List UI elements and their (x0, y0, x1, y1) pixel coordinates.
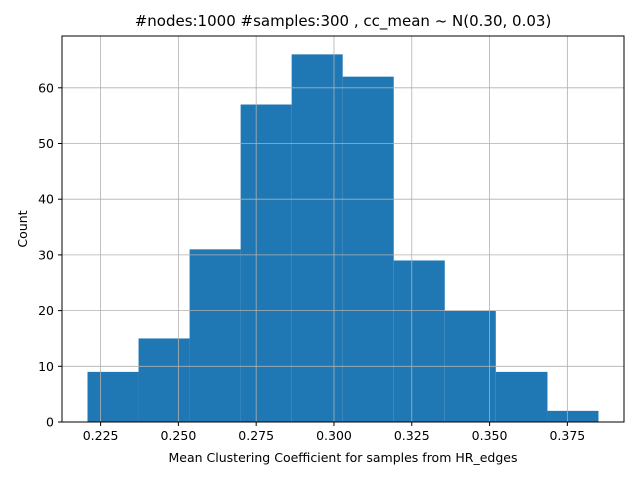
x-tick-label: 0.375 (549, 428, 585, 443)
histogram-bar (342, 76, 394, 423)
y-tick-label: 40 (38, 192, 54, 207)
histogram-bar (393, 260, 445, 422)
y-tick-label: 50 (38, 136, 54, 151)
axis-ticks: 0.225 0.250 0.275 0.300 0.325 0.350 0.375 0 10 20… (38, 80, 585, 443)
histogram-bar (495, 371, 548, 422)
histogram-bar (189, 249, 241, 422)
y-tick-label: 60 (38, 80, 54, 95)
histogram-bar (547, 410, 599, 422)
x-tick-label: 0.300 (316, 428, 352, 443)
y-tick-label: 0 (46, 415, 54, 430)
x-tick-label: 0.325 (394, 428, 430, 443)
x-tick-label: 0.225 (83, 428, 119, 443)
x-axis-label: Mean Clustering Coefficient for samples … (169, 450, 518, 465)
y-tick-label: 30 (38, 247, 54, 262)
chart-title: #nodes:1000 #samples:300 , cc_mean ~ N(0… (135, 12, 552, 31)
y-tick-label: 20 (38, 303, 54, 318)
x-tick-label: 0.350 (472, 428, 508, 443)
histogram-bar (291, 54, 343, 422)
x-tick-label: 0.275 (238, 428, 274, 443)
histogram-bar (138, 338, 190, 422)
y-tick-label: 10 (38, 359, 54, 374)
plot-frame (61, 35, 625, 423)
x-tick-label: 0.250 (160, 428, 196, 443)
y-axis-label: Count (15, 210, 30, 247)
histogram-bar (240, 104, 292, 422)
histogram-bar (87, 371, 139, 422)
